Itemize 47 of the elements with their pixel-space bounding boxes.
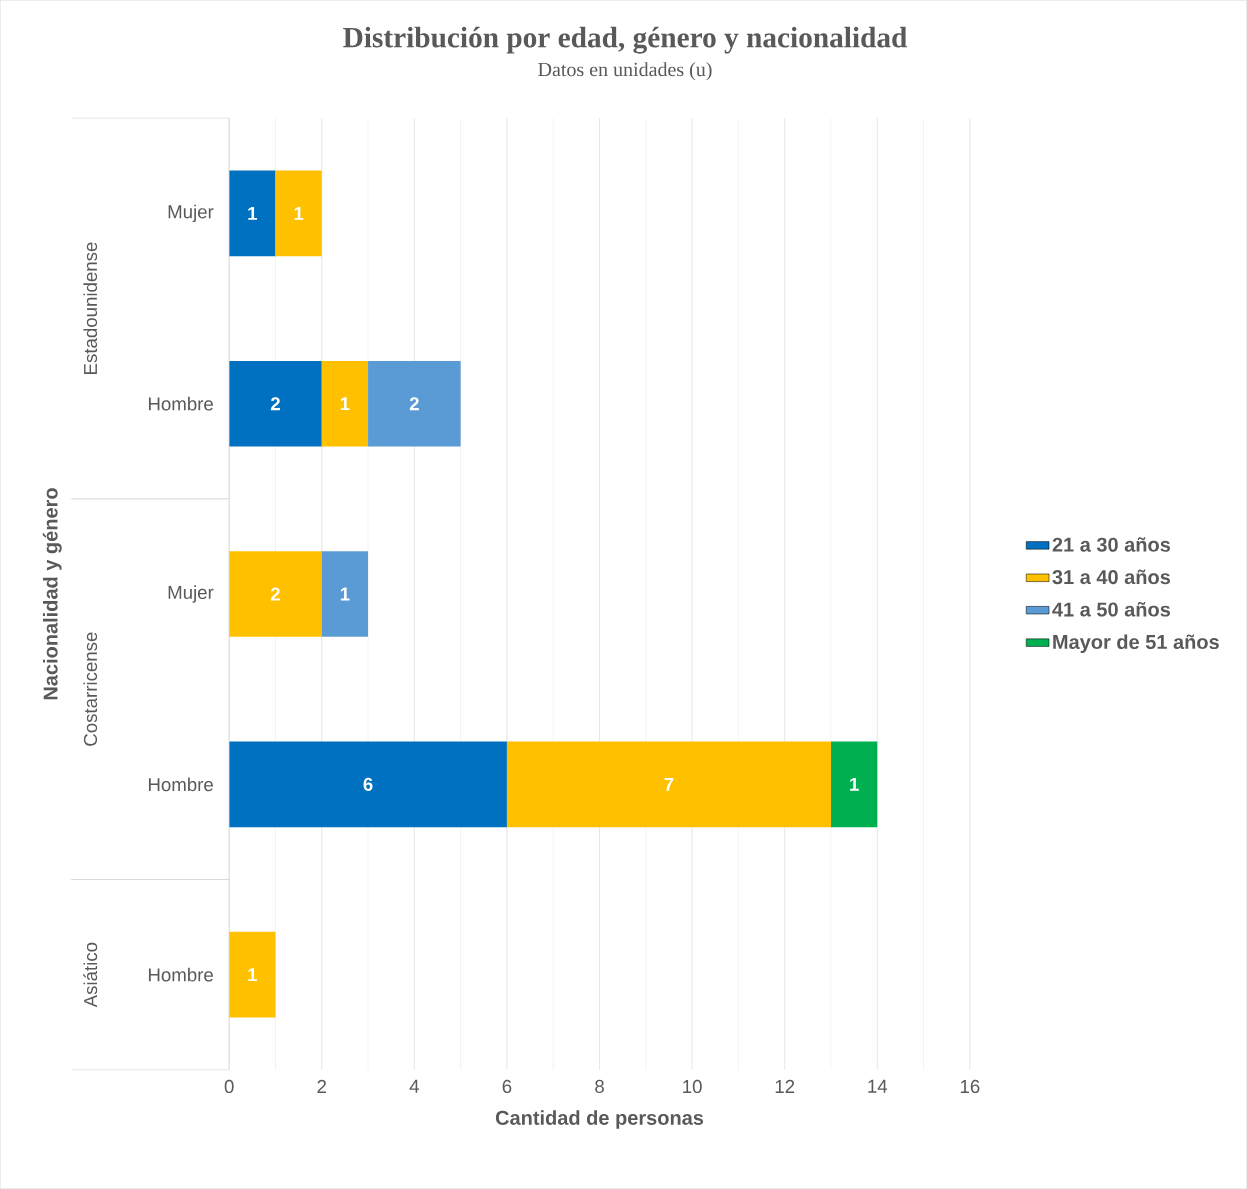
x-tick-label: 8 bbox=[595, 1079, 604, 1094]
legend-label: 41 a 50 años bbox=[1052, 601, 1170, 617]
data-label: 1 bbox=[850, 777, 859, 791]
chart-title: Distribución por edad, género y nacionalidad bbox=[343, 26, 908, 54]
bar bbox=[229, 551, 322, 637]
data-label: 2 bbox=[409, 397, 419, 411]
bar bbox=[506, 741, 831, 828]
data-label: 2 bbox=[270, 587, 280, 601]
data-label: 1 bbox=[294, 206, 304, 220]
x-tick-label: 10 bbox=[683, 1079, 702, 1094]
y-axis-title: Nacionalidad y género bbox=[42, 488, 62, 700]
bar bbox=[275, 170, 322, 257]
data-label: 1 bbox=[340, 587, 350, 601]
text: Estadounidense bbox=[83, 242, 98, 374]
bar bbox=[830, 741, 878, 828]
bar bbox=[321, 360, 369, 447]
x-tick-label: 2 bbox=[317, 1079, 327, 1093]
bar bbox=[321, 551, 369, 637]
text: Costarricense bbox=[83, 632, 98, 746]
x-tick-label: 12 bbox=[775, 1079, 795, 1093]
data-label: 2 bbox=[270, 397, 280, 411]
bar bbox=[229, 170, 276, 257]
x-tick-label: 14 bbox=[868, 1079, 888, 1093]
data-label: 1 bbox=[340, 397, 350, 411]
legend-label: Mayor de 51 años bbox=[1053, 634, 1219, 653]
data-label: 1 bbox=[248, 968, 257, 982]
bar bbox=[229, 741, 507, 828]
data-label: 7 bbox=[664, 777, 674, 791]
y-tick-label: Hombre bbox=[148, 777, 213, 792]
data-label: 1 bbox=[248, 206, 257, 220]
x-tick-label: 6 bbox=[502, 1079, 512, 1094]
bar bbox=[229, 360, 322, 447]
x-tick-label: 4 bbox=[409, 1079, 419, 1093]
text: Asiático bbox=[83, 942, 98, 1008]
bar bbox=[368, 360, 461, 447]
y-tick-label: Mujer bbox=[168, 585, 214, 603]
bar bbox=[229, 931, 276, 1018]
y-tick-label: Mujer bbox=[168, 204, 214, 223]
x-axis-title: Cantidad de personas bbox=[495, 1110, 704, 1129]
legend-label: 21 a 30 años bbox=[1052, 537, 1170, 552]
x-tick-label: 16 bbox=[960, 1079, 980, 1094]
legend-label: 31 a 40 años bbox=[1052, 569, 1170, 585]
y-tick-label: Hombre bbox=[148, 967, 213, 982]
chart-subtitle: Datos en unidades (u) bbox=[538, 62, 712, 81]
x-tick-label: 0 bbox=[224, 1079, 234, 1094]
data-label: 6 bbox=[363, 777, 373, 791]
y-tick-label: Hombre bbox=[148, 396, 213, 411]
